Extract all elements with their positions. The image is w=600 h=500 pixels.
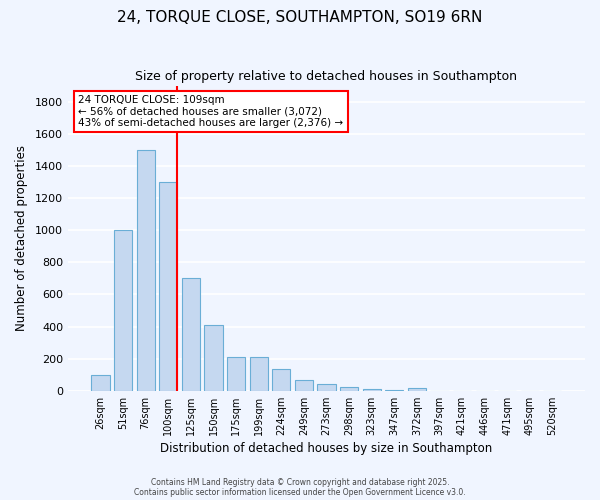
Bar	[114, 230, 132, 391]
Text: 24, TORQUE CLOSE, SOUTHAMPTON, SO19 6RN: 24, TORQUE CLOSE, SOUTHAMPTON, SO19 6RN	[118, 10, 482, 25]
Bar	[159, 182, 178, 391]
Bar	[182, 278, 200, 391]
Bar	[340, 387, 358, 391]
Bar	[408, 388, 426, 391]
Title: Size of property relative to detached houses in Southampton: Size of property relative to detached ho…	[136, 70, 517, 83]
Y-axis label: Number of detached properties: Number of detached properties	[15, 145, 28, 331]
Bar	[227, 357, 245, 391]
Bar	[272, 369, 290, 391]
Bar	[295, 380, 313, 391]
Bar	[362, 389, 381, 391]
X-axis label: Distribution of detached houses by size in Southampton: Distribution of detached houses by size …	[160, 442, 493, 455]
Bar	[317, 384, 335, 391]
Text: Contains HM Land Registry data © Crown copyright and database right 2025.
Contai: Contains HM Land Registry data © Crown c…	[134, 478, 466, 497]
Bar	[91, 375, 110, 391]
Bar	[250, 357, 268, 391]
Bar	[137, 150, 155, 391]
Bar	[385, 390, 403, 391]
Text: 24 TORQUE CLOSE: 109sqm
← 56% of detached houses are smaller (3,072)
43% of semi: 24 TORQUE CLOSE: 109sqm ← 56% of detache…	[78, 94, 343, 128]
Bar	[205, 325, 223, 391]
